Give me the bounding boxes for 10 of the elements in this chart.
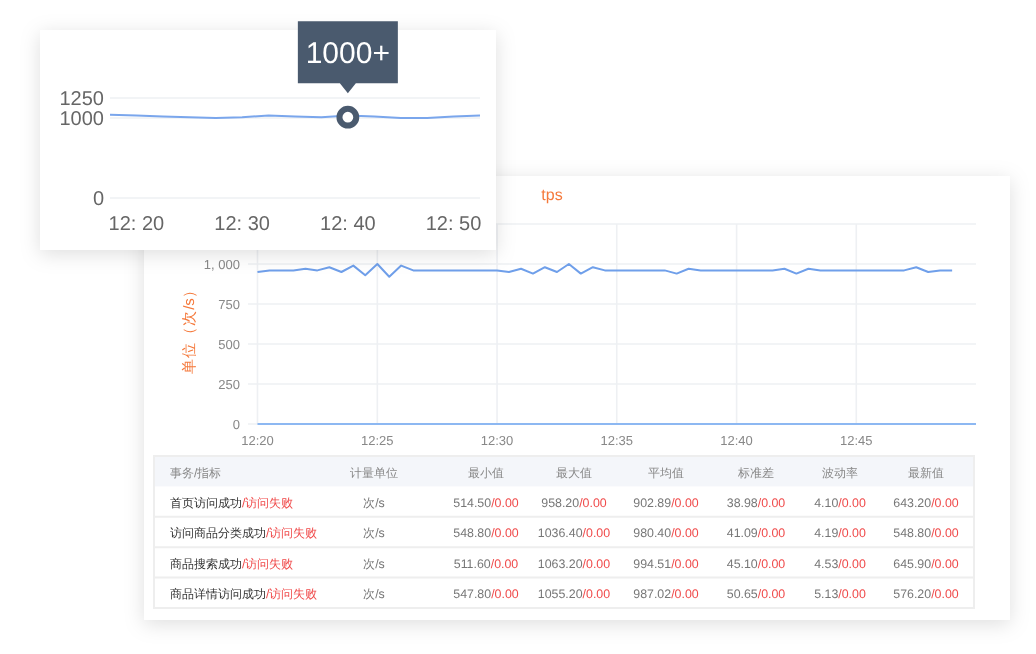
x-tick-label: 12: 40 bbox=[320, 214, 377, 236]
y-tick-label: 1250 bbox=[59, 89, 105, 111]
x-tick-label: 12: 30 bbox=[214, 214, 271, 236]
annotation: 1000+ bbox=[305, 37, 391, 72]
line-series bbox=[256, 263, 954, 278]
x-tick-label: 12: 50 bbox=[425, 214, 483, 236]
y-tick-label: 0 bbox=[92, 189, 105, 211]
x-tick-label: 12: 20 bbox=[108, 214, 166, 236]
chart-title: tps bbox=[541, 186, 563, 204]
y-tick-label: 1000 bbox=[59, 109, 105, 131]
